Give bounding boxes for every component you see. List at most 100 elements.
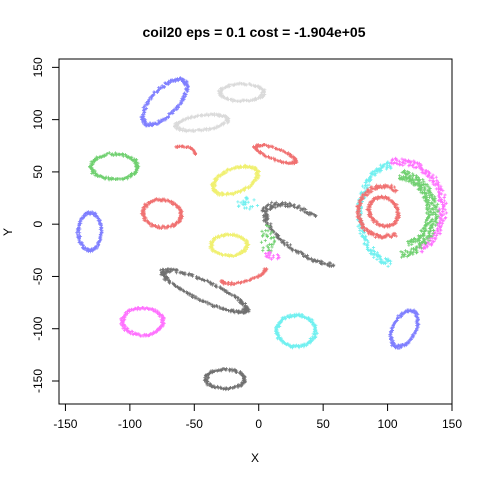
scatter-point (265, 235, 269, 239)
scatter-point (389, 259, 393, 263)
scatter-point (417, 163, 421, 167)
scatter-point (367, 203, 371, 207)
scatter-point (419, 228, 423, 233)
scatter-point (407, 179, 411, 184)
scatter-point (292, 205, 297, 209)
scatter-point (227, 192, 231, 196)
scatter-point (176, 105, 181, 110)
scatter-point (430, 200, 434, 204)
x-tick-label: 50 (316, 417, 330, 431)
scatter-point (184, 129, 188, 134)
scatter-point (429, 224, 433, 228)
scatter-point (263, 238, 267, 243)
scatter-point (407, 339, 411, 343)
scatter-point (313, 332, 317, 336)
scatter-point (441, 209, 445, 214)
scatter-point (180, 96, 184, 101)
scatter-point (255, 148, 260, 152)
scatter-point (311, 321, 315, 325)
scatter-point (143, 104, 147, 108)
scatter-point (260, 209, 264, 213)
scatter-point (399, 311, 404, 315)
scatter-point (175, 203, 179, 208)
scatter-point (135, 332, 139, 337)
scatter-point (90, 163, 94, 167)
scatter-point (225, 118, 229, 122)
scatter-point (285, 314, 290, 318)
scatter-point (444, 201, 449, 205)
scatter-point (225, 170, 229, 174)
scatter-point (213, 237, 217, 241)
scatter-point (392, 185, 397, 189)
scatter-point (213, 284, 218, 288)
scatter-point (427, 213, 431, 217)
scatter-point (386, 259, 390, 263)
scatter-point (94, 244, 98, 248)
scatter-point (414, 183, 418, 187)
scatter-point (444, 211, 449, 215)
scatter-point (186, 129, 190, 133)
scatter-point (393, 232, 397, 236)
scatter-point (206, 380, 210, 384)
scatter-point (271, 255, 275, 259)
scatter-point (174, 269, 178, 273)
scatter-point (378, 183, 382, 188)
scatter-point (94, 211, 98, 215)
scatter-point (425, 183, 429, 187)
scatter-point (416, 245, 420, 249)
scatter-point (356, 224, 360, 228)
scatter-point (153, 223, 158, 228)
scatter-point (433, 195, 437, 199)
scatter-point (102, 153, 106, 158)
scatter-point (433, 183, 437, 187)
scatter-point (313, 214, 318, 218)
scatter-point (413, 238, 417, 242)
scatter-point (126, 309, 130, 313)
scatter-point (219, 386, 223, 390)
scatter-point (430, 217, 434, 221)
scatter-point (280, 201, 284, 206)
scatter-point (422, 180, 426, 184)
scatter-point (428, 176, 432, 180)
scatter-point (401, 170, 406, 174)
scatter-point (239, 165, 243, 169)
scatter-point (214, 368, 218, 372)
scatter-point (252, 276, 256, 280)
scatter-point (411, 182, 415, 186)
scatter-point (266, 246, 271, 250)
scatter-point (431, 232, 435, 236)
scatter-point (275, 337, 280, 341)
scatter-point (267, 224, 271, 229)
scatter-point (269, 232, 273, 236)
scatter-point (141, 306, 145, 310)
scatter-point (375, 257, 379, 261)
scatter-point (282, 241, 286, 245)
scatter-point (316, 258, 320, 262)
scatter-point (111, 177, 116, 181)
scatter-point (385, 232, 389, 236)
scatter-point (262, 219, 266, 223)
scatter-point (439, 224, 444, 228)
scatter-point (411, 172, 415, 176)
scatter-point (425, 221, 429, 226)
scatter-point (223, 368, 228, 372)
scatter-point (424, 227, 428, 231)
scatter-point (443, 208, 447, 212)
scatter-point (208, 383, 213, 387)
scatter-point (287, 201, 291, 205)
scatter-point (273, 146, 278, 151)
scatter-point (365, 244, 369, 248)
scatter-point (364, 238, 368, 242)
scatter-point (427, 205, 431, 209)
scatter-point (121, 323, 125, 327)
scatter-point (383, 261, 388, 266)
scatter-point (426, 211, 430, 215)
scatter-point (395, 207, 399, 211)
scatter-point (240, 372, 245, 376)
scatter-point (236, 204, 241, 208)
scatter-point (395, 161, 399, 166)
scatter-point (358, 231, 362, 236)
scatter-point (422, 226, 426, 230)
scatter-point (433, 212, 438, 216)
scatter-point (219, 173, 223, 177)
